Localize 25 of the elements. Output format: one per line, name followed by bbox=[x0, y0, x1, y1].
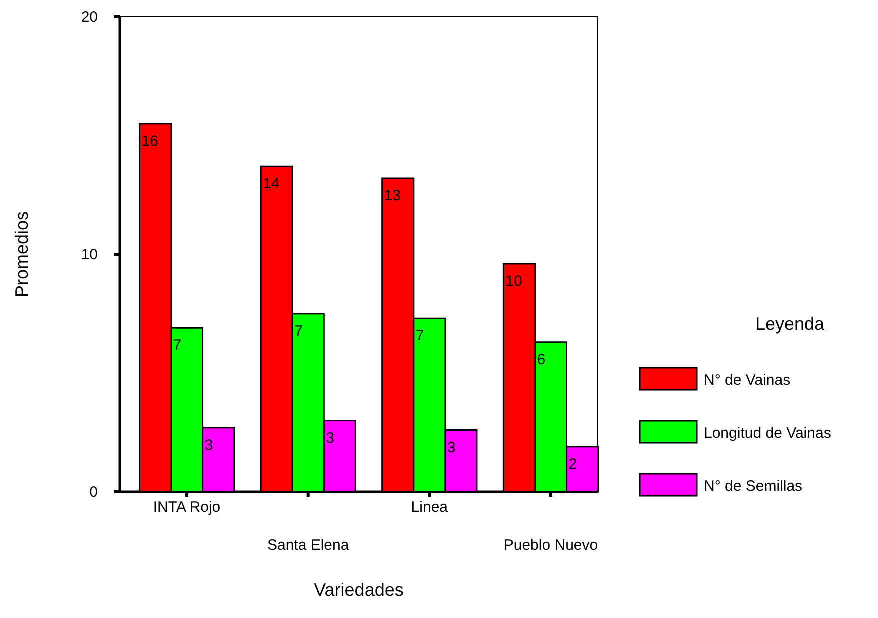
data-label: 16 bbox=[142, 132, 158, 150]
data-label: 2 bbox=[568, 456, 578, 473]
x-tick-label: Linea bbox=[411, 499, 449, 516]
data-label: 6 bbox=[537, 351, 546, 368]
x-axis-title: Variedades bbox=[314, 580, 404, 600]
y-tick-label: 10 bbox=[81, 246, 98, 264]
legend-title: Leyenda bbox=[755, 314, 826, 334]
data-label: 14 bbox=[263, 176, 280, 193]
x-tick-label: INTA Rojo bbox=[153, 499, 221, 516]
data-label: 7 bbox=[416, 328, 424, 345]
data-label: 7 bbox=[173, 337, 182, 354]
x-tick-label: Santa Elena bbox=[267, 537, 350, 554]
legend-label: N° de Vainas bbox=[704, 372, 791, 389]
legend-label: N° de Semillas bbox=[704, 478, 803, 495]
y-tick-label: 0 bbox=[90, 484, 98, 501]
data-label: 13 bbox=[384, 188, 402, 204]
data-label: 10 bbox=[506, 273, 522, 290]
legend-label: Longitud de Vainas bbox=[704, 425, 832, 442]
data-label: 3 bbox=[326, 430, 334, 447]
y-tick-label: 20 bbox=[81, 9, 98, 26]
x-tick-label: Pueblo Nuevo bbox=[504, 537, 598, 554]
data-label: 7 bbox=[294, 322, 303, 340]
y-axis-title: Promedios bbox=[12, 211, 32, 298]
data-label: 3 bbox=[204, 436, 214, 454]
data-label: 3 bbox=[447, 439, 456, 456]
